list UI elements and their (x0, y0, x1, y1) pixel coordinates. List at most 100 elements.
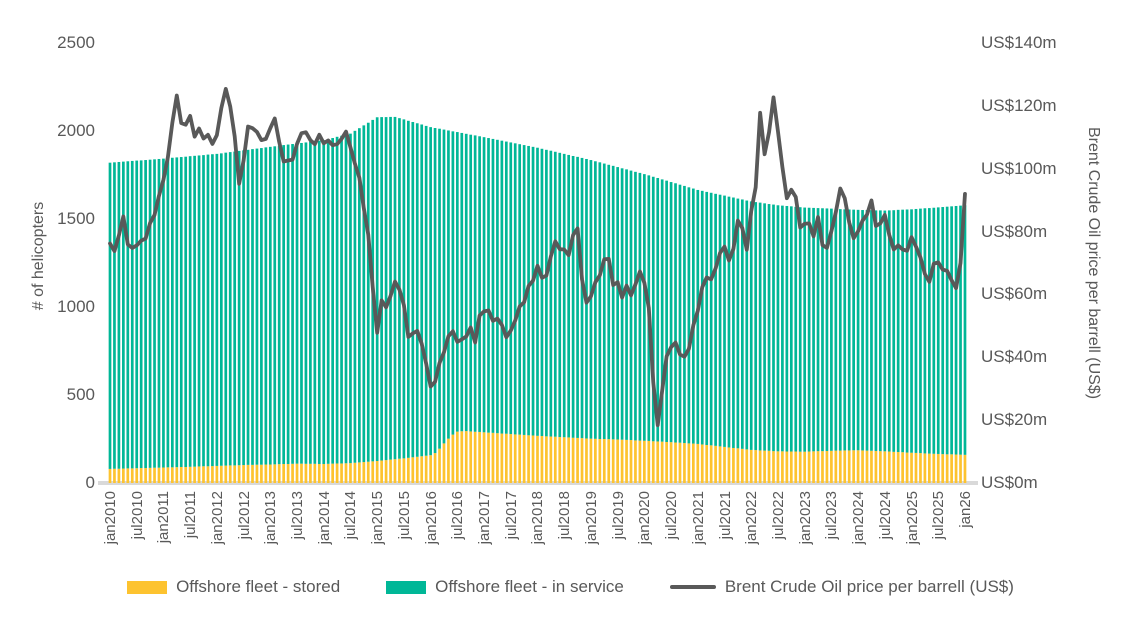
stored-bar (273, 464, 277, 483)
in-service-bar (718, 194, 722, 447)
stored-bar (251, 464, 254, 483)
stored-bar (135, 468, 139, 483)
stored-bar (767, 450, 771, 483)
stored-bar (576, 437, 579, 483)
in-service-bar (233, 151, 237, 466)
stored-bar (616, 439, 619, 483)
in-service-bar (166, 158, 170, 468)
brent-price-line (108, 86, 967, 428)
stored-bar (896, 452, 900, 483)
stored-bar (487, 432, 490, 483)
stored-bar (602, 439, 606, 483)
stored-bar (959, 454, 962, 483)
stored-bar (545, 436, 548, 483)
stored-bar (300, 463, 303, 483)
stored-bar (371, 461, 375, 483)
in-service-bar (420, 124, 424, 457)
in-service-bar (803, 207, 807, 452)
in-service-bar (340, 135, 343, 464)
in-service-bar (344, 134, 348, 464)
stored-bar (420, 456, 424, 483)
in-service-bar (892, 210, 896, 452)
in-service-bar (709, 192, 713, 446)
left-tick-label: 500 (66, 385, 95, 404)
stored-bar (540, 436, 544, 483)
in-service-bar (549, 150, 553, 437)
stored-bar (611, 439, 615, 483)
stored-bar (117, 468, 121, 483)
left-tick-label: 2500 (57, 33, 95, 52)
in-service-bar (384, 117, 388, 461)
in-service-bar (758, 202, 762, 451)
x-tick-label: jul2017 (502, 491, 520, 540)
stored-bar (558, 437, 562, 483)
stored-bar (447, 438, 450, 483)
in-service-bar (896, 209, 900, 453)
in-service-bar (545, 149, 548, 437)
in-service-bar (954, 205, 958, 455)
stored-bar (407, 457, 410, 483)
stored-bar (455, 431, 459, 483)
stored-bar (598, 439, 602, 483)
in-service-bar (188, 156, 192, 467)
stored-bar (683, 443, 686, 483)
in-service-bar (117, 161, 121, 469)
stored-bar (594, 438, 597, 483)
stored-bar (919, 453, 922, 483)
stored-bar (647, 440, 651, 483)
legend-line-swatch (669, 585, 716, 589)
x-tick-label: jul2023 (823, 491, 841, 540)
in-service-bar (838, 209, 842, 451)
in-service-bar (950, 206, 953, 455)
stored-bar (874, 450, 878, 483)
stored-bar (518, 434, 522, 483)
stored-bar (825, 450, 829, 483)
stored-bar (852, 450, 855, 483)
in-service-bar (669, 182, 673, 443)
stored-bar (732, 447, 735, 483)
in-service-bar (794, 206, 798, 452)
legend-label: Brent Crude Oil price per barrell (US$) (724, 577, 1014, 596)
in-service-bar (874, 210, 878, 451)
in-service-bar (816, 208, 820, 452)
x-tick-label: jan2024 (850, 491, 868, 545)
in-service-bar (113, 162, 116, 469)
right-tick-label: US$20m (981, 410, 1048, 430)
stored-bar (358, 462, 361, 483)
stored-bar (674, 442, 677, 483)
stored-bar (433, 453, 437, 483)
in-service-bar (429, 127, 432, 456)
in-service-bar (322, 140, 326, 464)
x-tick-label: jul2025 (930, 491, 948, 540)
in-service-bar (282, 145, 286, 464)
legend-item: Brent Crude Oil price per barrell (US$) (669, 577, 1014, 597)
in-service-bar (130, 160, 134, 469)
stored-bar (349, 463, 352, 483)
stored-bar (242, 465, 245, 483)
in-service-bar (620, 168, 624, 440)
in-service-bar (478, 136, 481, 432)
stored-bar (211, 466, 214, 483)
in-service-bar (736, 198, 740, 449)
stored-bar (549, 436, 553, 483)
in-service-bar (202, 155, 205, 467)
x-tick-label: jan2011 (155, 491, 173, 544)
in-service-bar (170, 157, 174, 468)
x-tick-label: jan2025 (903, 491, 921, 545)
in-service-bar (602, 163, 606, 439)
stored-bar (482, 432, 486, 483)
stored-bar (442, 443, 446, 483)
stored-bar (634, 440, 637, 483)
stored-bar (264, 464, 268, 483)
in-service-bar (785, 205, 789, 452)
in-service-bar (304, 142, 308, 464)
stored-bar (268, 464, 272, 483)
stored-bar (504, 433, 508, 483)
in-service-bar (932, 207, 936, 454)
in-service-bar (255, 148, 259, 465)
stored-bar (224, 465, 228, 483)
in-service-bar (277, 145, 281, 465)
stored-bar (460, 431, 464, 483)
in-service-bar (407, 120, 410, 458)
stored-bar (936, 453, 940, 483)
